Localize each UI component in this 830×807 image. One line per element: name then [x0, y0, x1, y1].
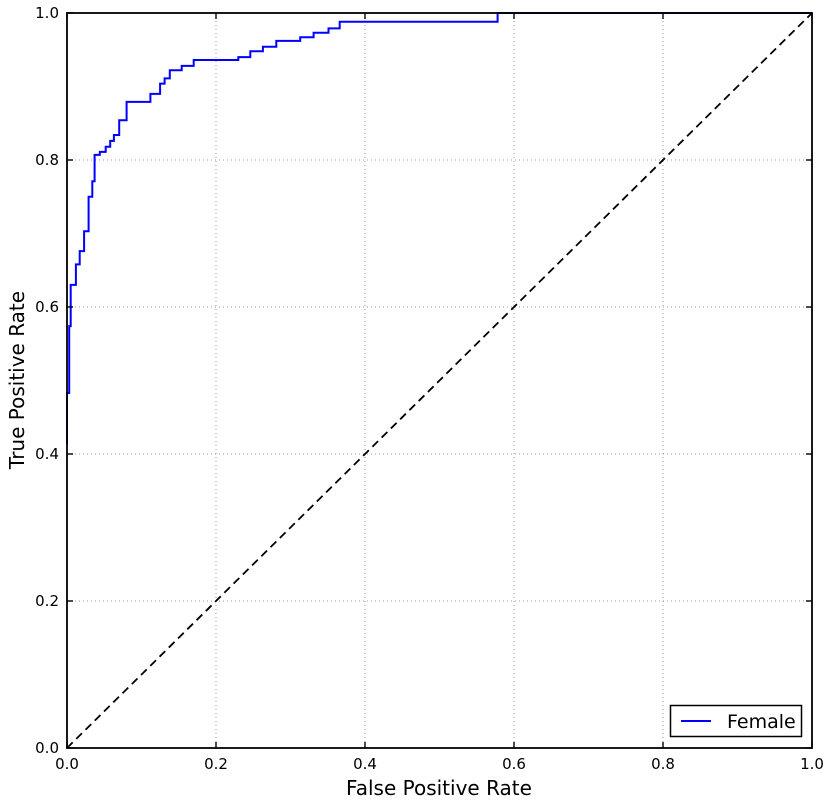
y-tick-label: 0.4: [35, 445, 59, 463]
gridlines-group: [67, 13, 812, 748]
legend: Female: [669, 704, 803, 738]
x-tick-label: 0.6: [502, 755, 526, 773]
x-tick-label: 0.4: [353, 755, 377, 773]
tick-labels-group: 0.0 0.2 0.4 0.6 0.8 1.0 0.0 0.2 0.4 0.6 0.8 1.0: [35, 4, 824, 773]
x-tick-label: 0.0: [55, 755, 79, 773]
plot-spines-group: [66, 12, 813, 749]
y-tick-label: 0.8: [35, 151, 59, 169]
x-tick-label: 1.0: [800, 755, 824, 773]
y-tick-label: 0.2: [35, 592, 59, 610]
y-tick-label: 0.6: [35, 298, 59, 316]
series-group: [66, 12, 812, 445]
plot-border: [66, 12, 813, 749]
x-tick-label: 0.8: [651, 755, 675, 773]
chance-diagonal-line: [66, 12, 813, 749]
y-axis-label: True Positive Rate: [5, 291, 29, 470]
axis-ticks-group: [66, 12, 813, 749]
y-tick-label: 0.0: [35, 739, 59, 757]
reference-line-group: [66, 12, 813, 749]
roc-curve-female: [66, 12, 812, 445]
x-axis-label: False Positive Rate: [346, 776, 532, 800]
legend-label: Female: [727, 711, 796, 733]
y-tick-label: 1.0: [35, 4, 59, 22]
x-tick-label: 0.2: [204, 755, 228, 773]
